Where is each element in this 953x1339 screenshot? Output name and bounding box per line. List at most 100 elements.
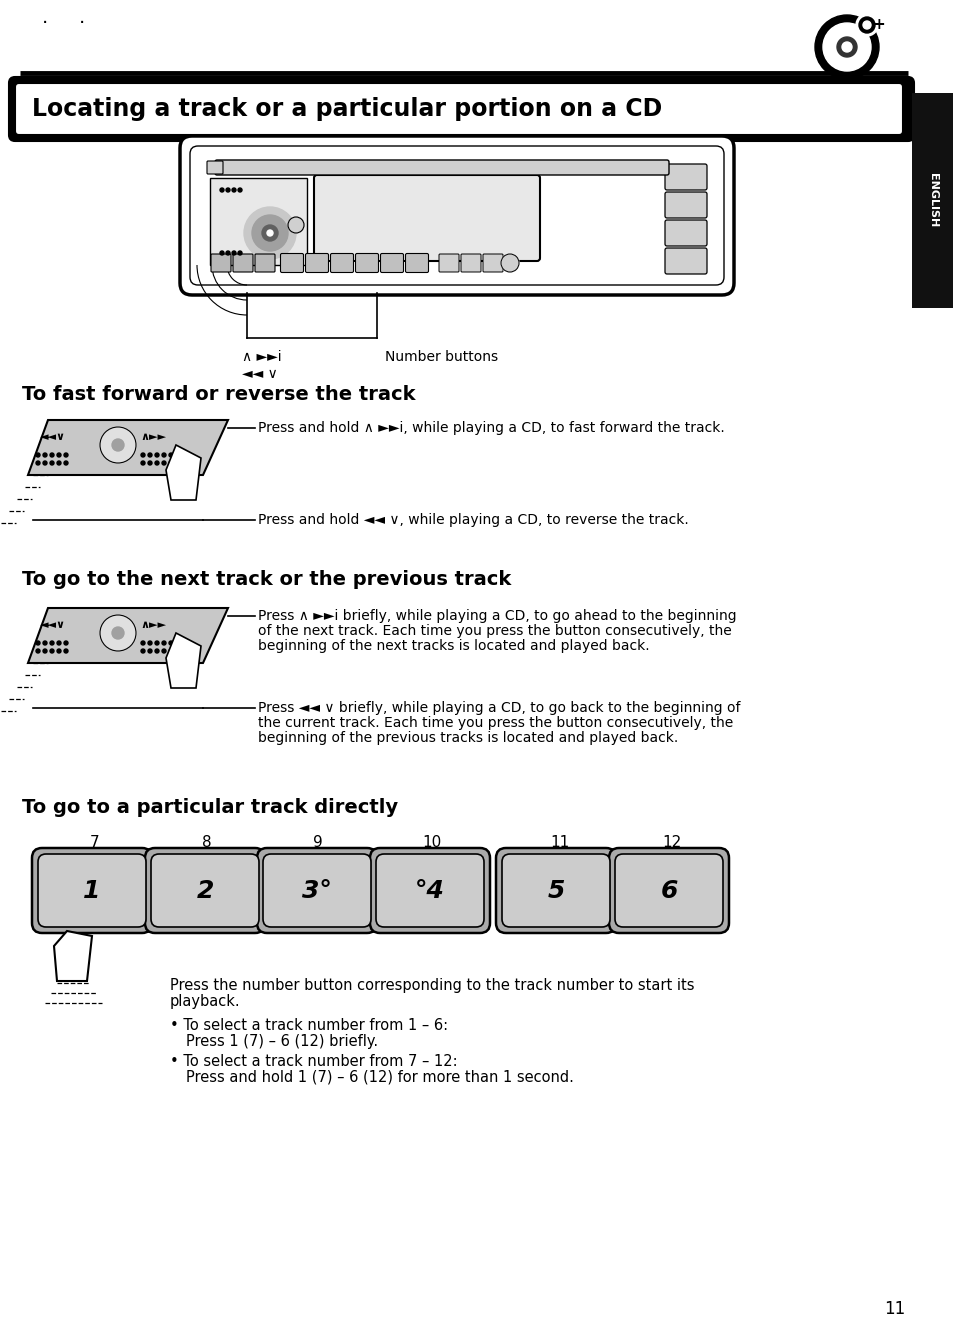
Circle shape <box>169 453 172 457</box>
Circle shape <box>162 649 166 653</box>
Circle shape <box>141 641 145 645</box>
FancyBboxPatch shape <box>254 254 274 272</box>
Text: Press the number button corresponding to the track number to start its: Press the number button corresponding to… <box>170 977 694 994</box>
Circle shape <box>50 453 54 457</box>
Text: Press ∧ ►►i briefly, while playing a CD, to go ahead to the beginning: Press ∧ ►►i briefly, while playing a CD,… <box>257 609 736 623</box>
Circle shape <box>43 461 47 465</box>
FancyBboxPatch shape <box>664 220 706 246</box>
FancyBboxPatch shape <box>911 92 953 308</box>
Circle shape <box>237 250 242 254</box>
Circle shape <box>36 453 40 457</box>
FancyBboxPatch shape <box>615 854 722 927</box>
Circle shape <box>154 461 159 465</box>
Circle shape <box>226 250 230 254</box>
Polygon shape <box>166 445 201 499</box>
FancyBboxPatch shape <box>263 854 371 927</box>
Text: • To select a track number from 1 – 6:: • To select a track number from 1 – 6: <box>170 1018 448 1032</box>
Circle shape <box>220 187 224 191</box>
FancyBboxPatch shape <box>664 163 706 190</box>
Text: 11: 11 <box>882 1300 904 1318</box>
Circle shape <box>50 461 54 465</box>
Circle shape <box>57 453 61 457</box>
Text: ·: · <box>79 13 85 33</box>
FancyBboxPatch shape <box>211 254 231 272</box>
FancyBboxPatch shape <box>256 848 376 933</box>
FancyBboxPatch shape <box>370 848 490 933</box>
Text: • To select a track number from 7 – 12:: • To select a track number from 7 – 12: <box>170 1054 457 1069</box>
Text: 1: 1 <box>83 878 101 902</box>
FancyBboxPatch shape <box>207 161 223 174</box>
Circle shape <box>252 216 288 250</box>
Text: 8: 8 <box>202 836 212 850</box>
Text: 12: 12 <box>661 836 680 850</box>
Circle shape <box>100 427 136 463</box>
Circle shape <box>162 453 166 457</box>
Text: Press and hold ∧ ►►i, while playing a CD, to fast forward the track.: Press and hold ∧ ►►i, while playing a CD… <box>257 420 724 435</box>
Circle shape <box>64 641 68 645</box>
Circle shape <box>100 615 136 651</box>
Circle shape <box>64 649 68 653</box>
Text: 9: 9 <box>313 836 322 850</box>
Circle shape <box>141 649 145 653</box>
Text: playback.: playback. <box>170 994 240 1010</box>
FancyBboxPatch shape <box>15 83 902 135</box>
FancyBboxPatch shape <box>460 254 480 272</box>
Text: Locating a track or a particular portion on a CD: Locating a track or a particular portion… <box>32 96 661 121</box>
Text: Press and hold 1 (7) – 6 (12) for more than 1 second.: Press and hold 1 (7) – 6 (12) for more t… <box>186 1070 574 1085</box>
Text: 3°: 3° <box>302 878 332 902</box>
FancyBboxPatch shape <box>305 253 328 273</box>
FancyBboxPatch shape <box>330 253 354 273</box>
Circle shape <box>232 187 235 191</box>
Text: 7: 7 <box>91 836 100 850</box>
Polygon shape <box>166 633 201 688</box>
Circle shape <box>50 649 54 653</box>
Circle shape <box>148 649 152 653</box>
Circle shape <box>148 453 152 457</box>
FancyBboxPatch shape <box>151 854 258 927</box>
Circle shape <box>862 21 870 29</box>
Text: 6: 6 <box>659 878 677 902</box>
Text: ∧►►: ∧►► <box>140 432 166 442</box>
FancyBboxPatch shape <box>664 248 706 274</box>
Text: Press 1 (7) – 6 (12) briefly.: Press 1 (7) – 6 (12) briefly. <box>186 1034 377 1048</box>
Circle shape <box>226 187 230 191</box>
FancyBboxPatch shape <box>664 191 706 218</box>
FancyBboxPatch shape <box>214 159 668 175</box>
FancyBboxPatch shape <box>32 848 152 933</box>
FancyBboxPatch shape <box>180 137 733 295</box>
Text: °4: °4 <box>415 878 444 902</box>
Circle shape <box>57 461 61 465</box>
FancyBboxPatch shape <box>355 253 378 273</box>
Text: 10: 10 <box>422 836 441 850</box>
Circle shape <box>169 461 172 465</box>
Text: ◄◄ ∨: ◄◄ ∨ <box>242 367 277 382</box>
Text: ◄◄∨: ◄◄∨ <box>40 620 66 631</box>
Text: 11: 11 <box>550 836 569 850</box>
Circle shape <box>841 42 851 52</box>
Polygon shape <box>28 608 228 663</box>
Circle shape <box>162 461 166 465</box>
Circle shape <box>822 23 870 71</box>
Circle shape <box>148 461 152 465</box>
Circle shape <box>500 254 518 272</box>
Circle shape <box>836 37 856 58</box>
Circle shape <box>112 439 124 451</box>
Circle shape <box>162 641 166 645</box>
Text: beginning of the previous tracks is located and played back.: beginning of the previous tracks is loca… <box>257 731 678 744</box>
Text: +: + <box>871 17 883 32</box>
Circle shape <box>148 641 152 645</box>
Text: the current track. Each time you press the button consecutively, the: the current track. Each time you press t… <box>257 716 733 730</box>
FancyBboxPatch shape <box>405 253 428 273</box>
Text: of the next track. Each time you press the button consecutively, the: of the next track. Each time you press t… <box>257 624 731 637</box>
FancyBboxPatch shape <box>375 854 483 927</box>
FancyBboxPatch shape <box>380 253 403 273</box>
Circle shape <box>43 641 47 645</box>
Polygon shape <box>54 931 91 981</box>
Text: beginning of the next tracks is located and played back.: beginning of the next tracks is located … <box>257 639 649 653</box>
Text: 2: 2 <box>196 878 213 902</box>
Circle shape <box>262 225 277 241</box>
Text: ENGLISH: ENGLISH <box>927 173 937 228</box>
FancyBboxPatch shape <box>608 848 728 933</box>
Circle shape <box>267 230 273 236</box>
Circle shape <box>220 250 224 254</box>
